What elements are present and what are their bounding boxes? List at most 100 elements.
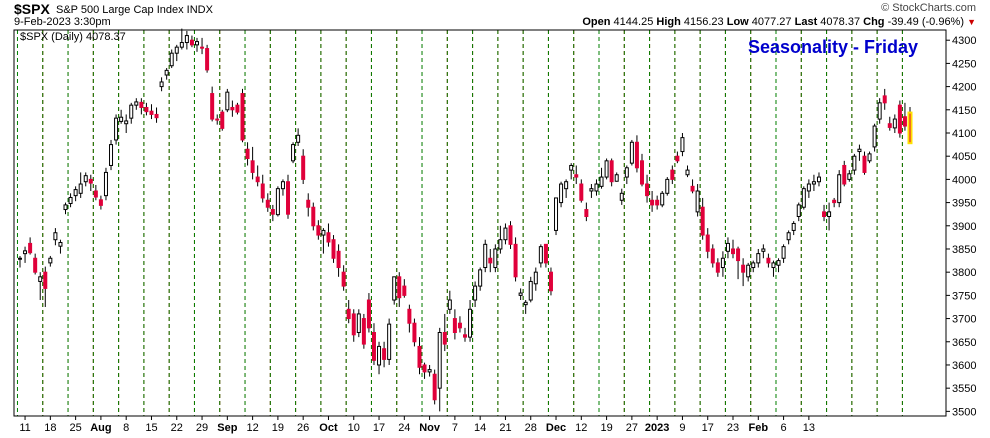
candle [624, 165, 629, 185]
candle [265, 193, 270, 212]
candle-body-up [392, 276, 397, 301]
candle-body-up [892, 118, 897, 129]
y-tick-label: 4050 [952, 151, 976, 163]
candle-body-down [897, 104, 902, 134]
candle [554, 197, 559, 236]
candle-body-up [847, 173, 852, 180]
x-tick-label: 28 [525, 422, 537, 434]
candle-body-down [584, 209, 589, 218]
candle [457, 316, 462, 333]
candle [741, 258, 746, 287]
candle-body-up [811, 181, 816, 185]
candle-body-up [604, 160, 609, 178]
candle [700, 197, 705, 240]
candle-body-up [280, 181, 285, 190]
candle-body-up [291, 144, 296, 162]
candle-body-down [548, 271, 553, 292]
candle [518, 288, 523, 301]
candle [382, 341, 387, 368]
candle-body-up [781, 246, 786, 259]
candle-body-down [265, 199, 270, 208]
x-tick-label: 22 [171, 422, 183, 434]
candle-body-down [463, 334, 467, 338]
candle-body-up [533, 271, 538, 285]
candle-body-up [447, 299, 452, 310]
x-tick-label: 14 [474, 422, 486, 434]
candle [715, 258, 720, 277]
candle-body-down [887, 123, 892, 128]
candle-body-down [574, 174, 579, 178]
candle-body-up [124, 120, 129, 125]
candle [341, 265, 346, 291]
candle-body-up [554, 197, 559, 231]
brand-watermark: © StockCharts.com [881, 2, 976, 14]
candle [761, 244, 766, 259]
candle-body-up [387, 323, 392, 360]
candle-body-down [220, 111, 225, 129]
candle [478, 267, 483, 291]
candle [599, 167, 604, 189]
candle [270, 204, 275, 222]
candle [63, 202, 68, 215]
candle [604, 158, 609, 180]
candle-body-down [286, 181, 291, 215]
candle [720, 251, 725, 277]
candle-body-down [33, 257, 38, 273]
timestamp: 9-Feb-2023 3:30pm [14, 16, 111, 28]
x-tick-label: 2023 [645, 422, 669, 434]
candle-body-down [200, 46, 205, 49]
x-tick-label: 17 [373, 422, 385, 434]
candle-body-down [822, 211, 827, 218]
x-tick-label: 15 [145, 422, 157, 434]
candle-body-down [862, 155, 867, 173]
candle-body-down [417, 345, 422, 368]
candle-body-up [194, 41, 199, 46]
candle [366, 293, 371, 333]
candle [286, 174, 291, 219]
candle [88, 174, 93, 191]
candle [23, 246, 28, 263]
candle [796, 202, 801, 222]
candle [705, 228, 710, 259]
candle [169, 49, 174, 69]
candle-body-down [205, 48, 210, 71]
candle [205, 44, 210, 73]
candle-body-up [806, 183, 811, 192]
chg-label: Chg [863, 16, 885, 28]
candle-body-down [452, 318, 457, 333]
candle [538, 244, 543, 268]
candle-body-up [493, 248, 498, 269]
candle [842, 160, 847, 187]
candle [103, 167, 108, 201]
chart-header: $SPX S&P 500 Large Cap Index INDX 9-Feb-… [0, 0, 990, 30]
candle [250, 146, 255, 180]
candle-body-up [680, 137, 685, 153]
candle-body-down [149, 110, 154, 115]
candle [907, 107, 913, 145]
candle [887, 116, 892, 131]
candle [589, 184, 594, 198]
x-tick-label: 23 [727, 422, 739, 434]
candle-body-up [614, 174, 619, 182]
candle [346, 300, 351, 324]
candle [164, 68, 169, 80]
candle [134, 98, 139, 110]
candle-body-up [468, 308, 473, 338]
legend-text: $SPX (Daily) 4078.37 [20, 31, 126, 43]
candle-body-down [144, 106, 149, 113]
candle [766, 253, 771, 268]
x-tick-label: 13 [803, 422, 815, 434]
candle-body-down [432, 373, 437, 401]
candle [609, 158, 614, 187]
candle [291, 142, 296, 164]
candle-body-down [513, 243, 518, 278]
candle-body-down [366, 299, 371, 329]
candle [806, 179, 811, 198]
candle [680, 132, 685, 157]
high-value: 4156.23 [683, 16, 724, 28]
y-tick-label: 4250 [952, 58, 976, 70]
candle [139, 98, 144, 115]
candle [675, 151, 680, 164]
candle [822, 204, 827, 222]
candle-body-up [73, 189, 78, 197]
